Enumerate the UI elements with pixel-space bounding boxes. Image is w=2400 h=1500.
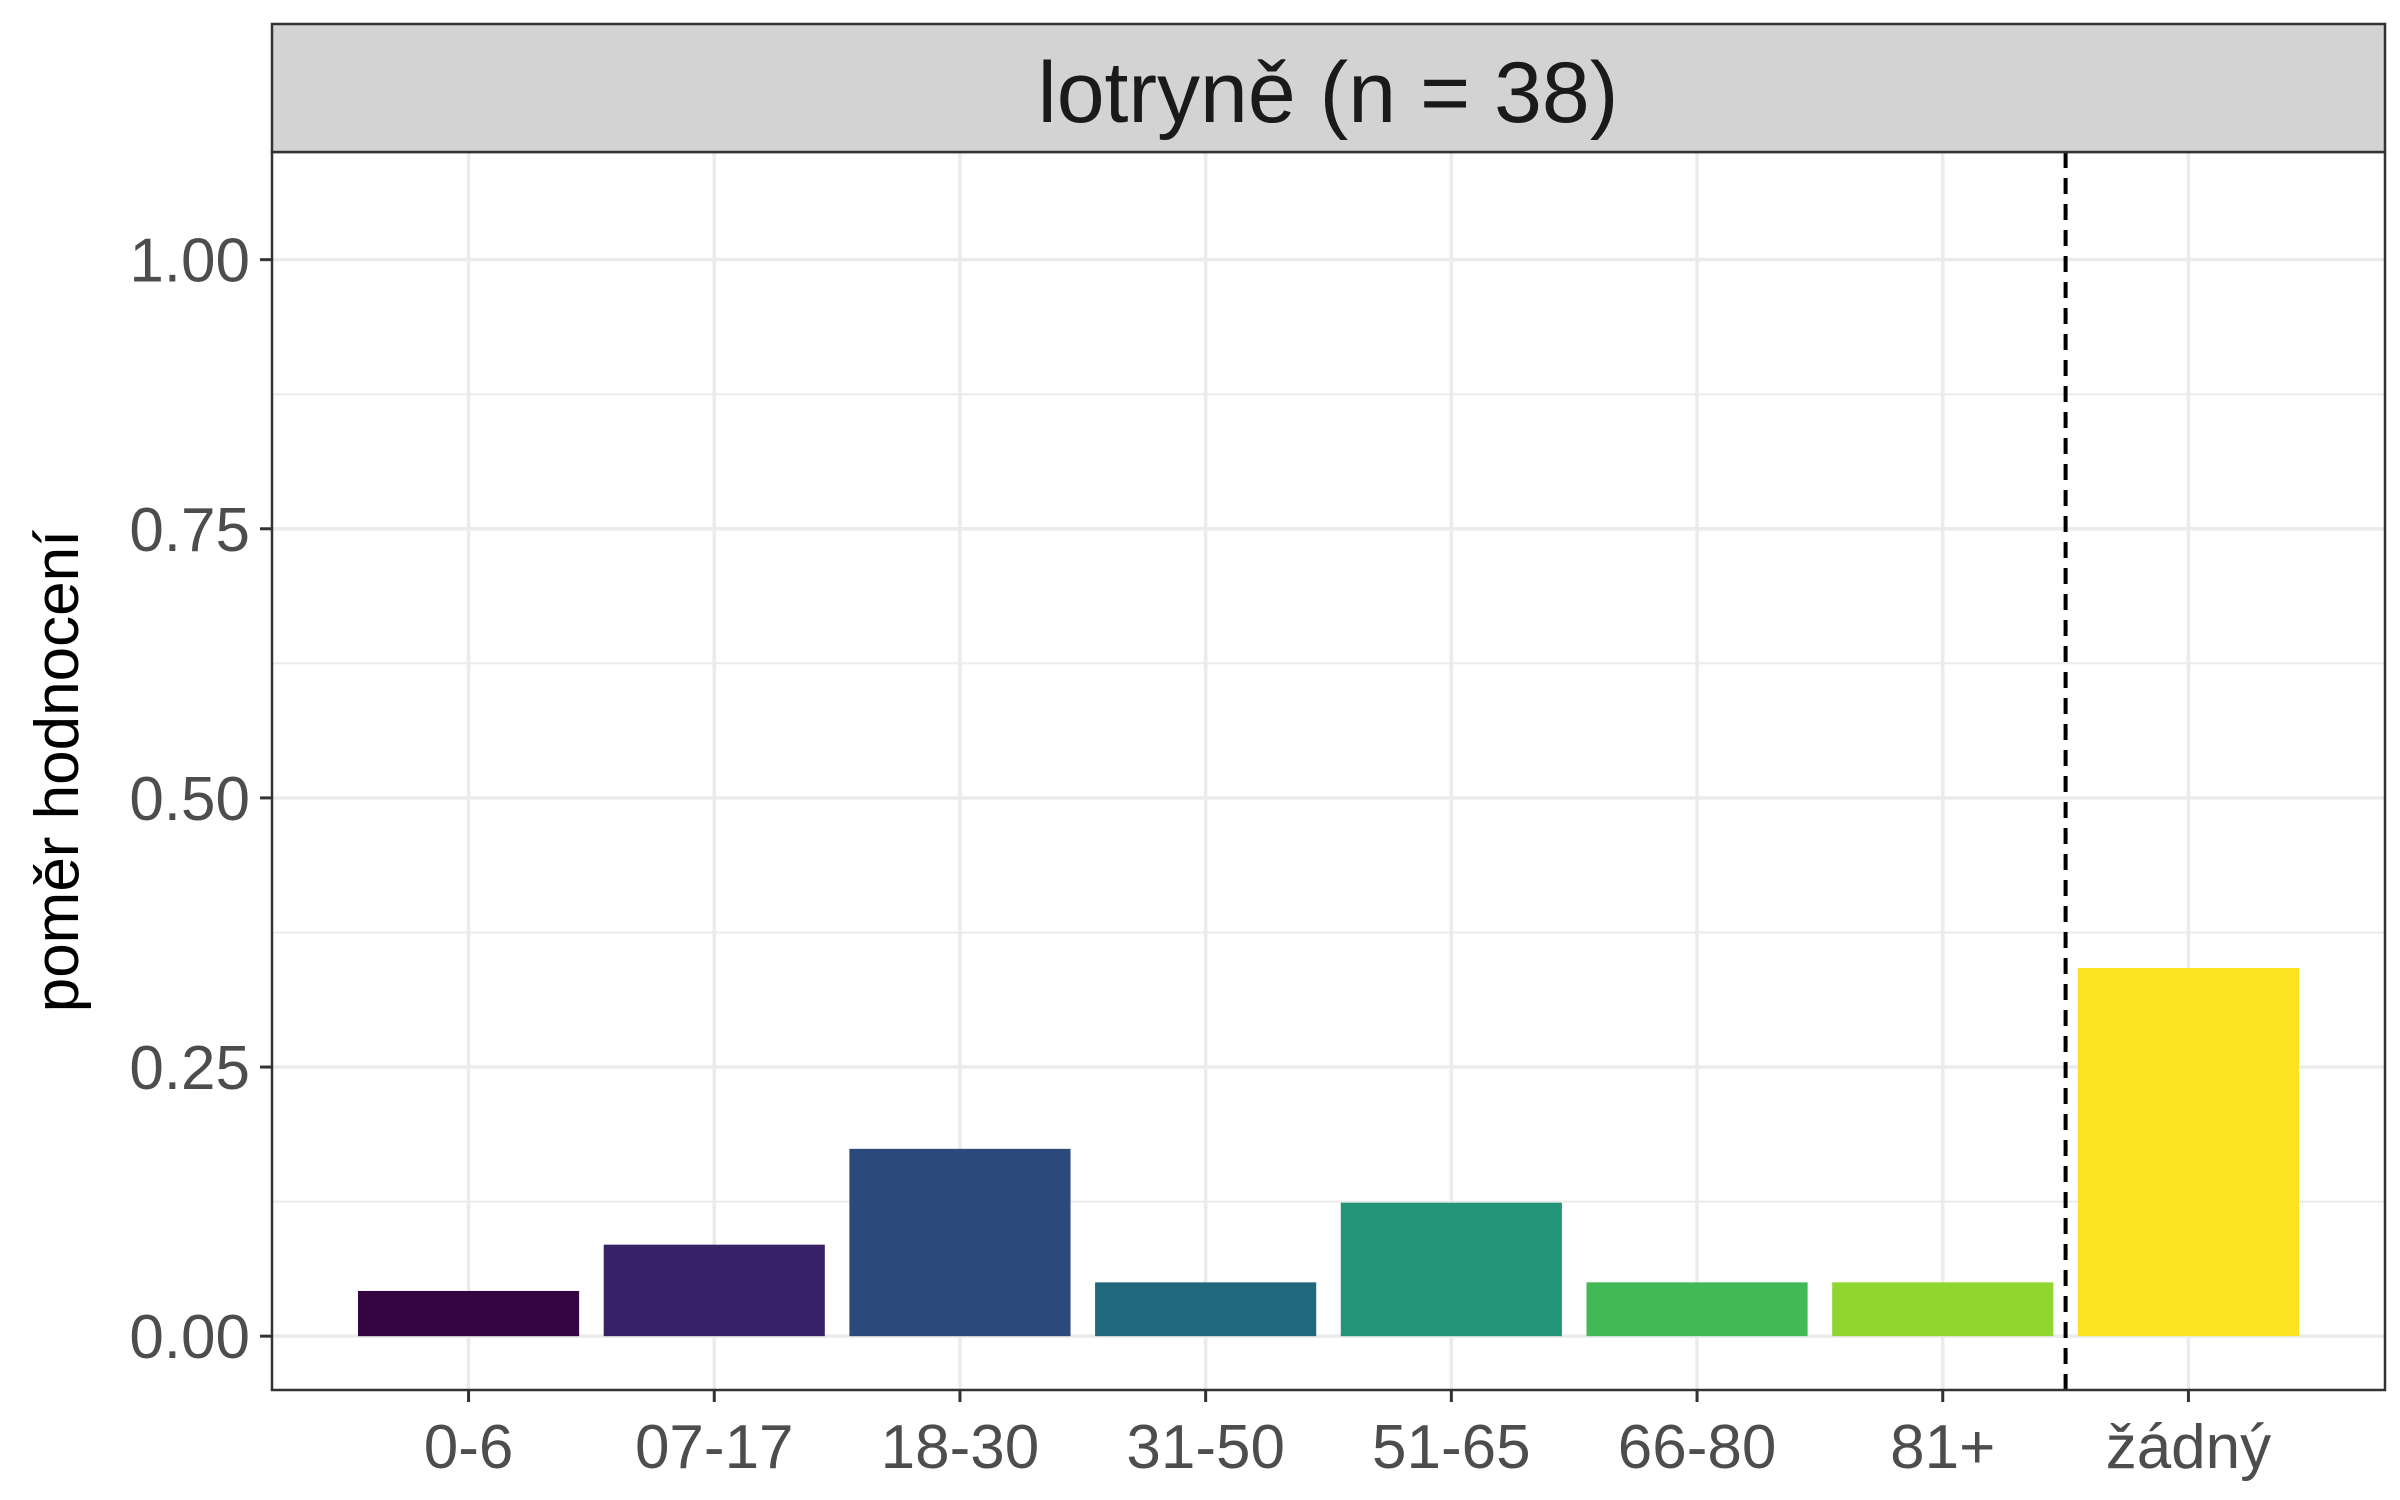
y-tick-label: 0.00 bbox=[129, 1303, 250, 1372]
bar-18-30 bbox=[849, 1148, 1071, 1337]
bar-07-17 bbox=[603, 1244, 825, 1337]
y-axis-title: poměr hodnocení bbox=[23, 530, 92, 1013]
x-tick-label: 51-65 bbox=[1372, 1413, 1531, 1482]
bar-31-50 bbox=[1095, 1282, 1317, 1337]
x-tick-label: 0-6 bbox=[424, 1413, 514, 1482]
bar-0-6 bbox=[357, 1290, 580, 1337]
grid-lines bbox=[272, 152, 2385, 1390]
x-tick-label: žádný bbox=[2106, 1413, 2271, 1482]
bar-66-80 bbox=[1586, 1282, 1808, 1337]
x-tick-label: 81+ bbox=[1890, 1413, 1995, 1482]
y-tick-label: 0.50 bbox=[129, 765, 250, 834]
x-tick-label: 66-80 bbox=[1618, 1413, 1777, 1482]
y-axis: 0.00 0.25 0.50 0.75 1.00 bbox=[129, 227, 272, 1372]
x-tick-label: 31-50 bbox=[1126, 1413, 1285, 1482]
panel-background bbox=[272, 152, 2385, 1390]
y-tick-label: 0.75 bbox=[129, 496, 250, 565]
y-tick-label: 1.00 bbox=[129, 227, 250, 296]
bar-81+ bbox=[1832, 1282, 2054, 1337]
bars-group bbox=[357, 968, 2300, 1337]
bar-žádný bbox=[2077, 968, 2300, 1337]
facet-strip bbox=[270, 22, 2387, 154]
bar-51-65 bbox=[1340, 1202, 1562, 1337]
y-tick-label: 0.25 bbox=[129, 1034, 250, 1103]
x-tick-label: 18-30 bbox=[881, 1413, 1040, 1482]
x-axis: 0-6 07-17 18-30 31-50 51-65 66-80 81+ žádný bbox=[424, 1390, 2271, 1482]
x-tick-label: 07-17 bbox=[635, 1413, 794, 1482]
facet-title: lotryně (n = 38) bbox=[1038, 45, 1619, 141]
